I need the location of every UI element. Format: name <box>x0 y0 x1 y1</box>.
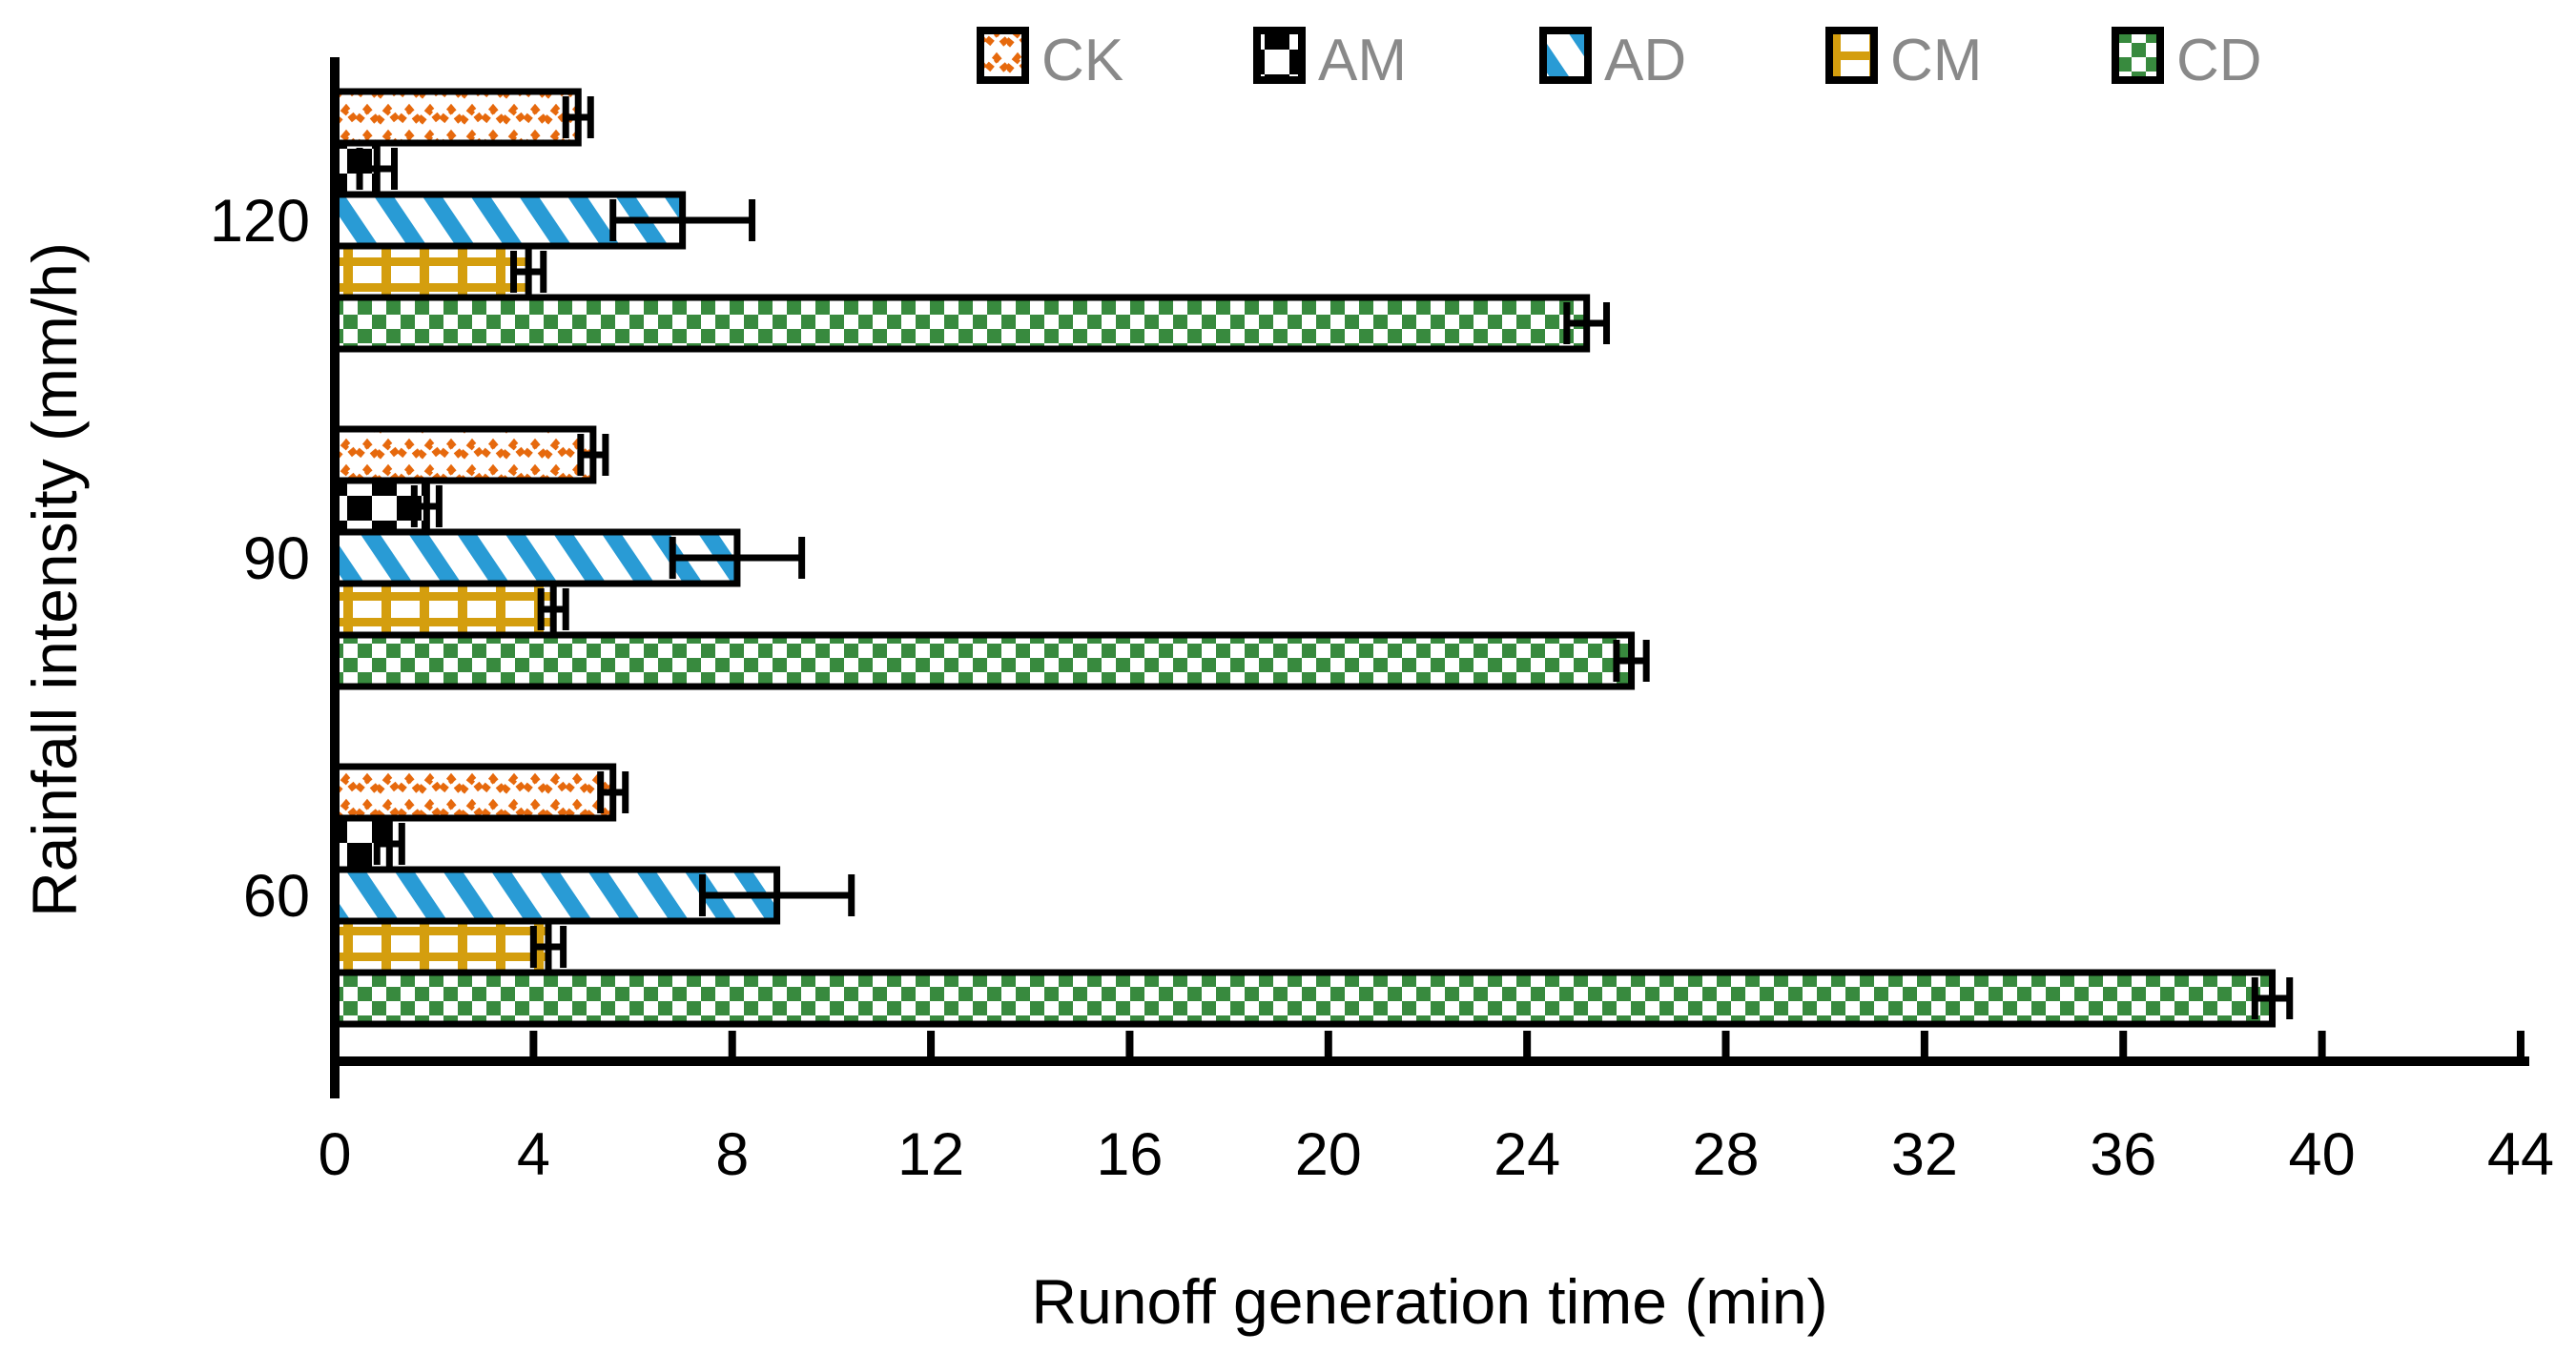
x-ticks-layer: 0 4 8 12 16 20 24 28 32 36 40 44 <box>318 1031 2554 1188</box>
legend-item-ad: AD <box>1539 27 1686 93</box>
errorbar-cm-90 <box>537 588 569 630</box>
y-category-label-60: 60 <box>243 863 310 930</box>
legend-item-am: AM <box>1253 27 1407 93</box>
errorbar-cd-120 <box>1563 302 1611 344</box>
errorbar-cd-60 <box>2251 977 2294 1019</box>
errorbar-ad-90 <box>669 537 806 579</box>
bar-ck-60 <box>331 763 617 822</box>
errorbar-ck-120 <box>562 96 594 138</box>
legend-swatch-ck <box>977 27 1029 84</box>
errorbar-am-90 <box>410 485 443 527</box>
errorbar-ad-120 <box>609 199 756 241</box>
legend-item-cm: CM <box>1825 27 1982 93</box>
legend: CK AM AD CM CD <box>977 27 2262 93</box>
x-tick-label-8: 8 <box>715 1121 749 1188</box>
legend-item-cd: CD <box>2112 27 2262 93</box>
errorbar-cm-120 <box>510 251 547 293</box>
errorbar-am-120 <box>356 148 399 190</box>
x-tick-label-44: 44 <box>2487 1121 2554 1188</box>
legend-swatch-am <box>1253 27 1306 84</box>
x-tick-label-32: 32 <box>1891 1121 1958 1188</box>
legend-label-cd: CD <box>2176 28 2262 93</box>
errorbar-am-60 <box>373 823 405 865</box>
bar-cm-60 <box>331 917 552 976</box>
y-category-labels-layer: 120 90 60 <box>210 188 310 930</box>
legend-swatch-ad <box>1539 27 1592 84</box>
bar-cd-90 <box>331 631 1636 690</box>
legend-label-ck: CK <box>1041 28 1123 93</box>
x-tick-label-28: 28 <box>1692 1121 1759 1188</box>
y-axis-title: Rainfall intensity (mm/h) <box>19 242 90 917</box>
errorbar-ad-60 <box>698 874 855 916</box>
legend-swatch-cd <box>2112 27 2164 84</box>
x-tick-label-16: 16 <box>1096 1121 1163 1188</box>
x-tick-label-40: 40 <box>2289 1121 2356 1188</box>
y-category-label-90: 90 <box>243 525 310 592</box>
bar-cm-90 <box>331 580 557 639</box>
legend-label-cm: CM <box>1890 28 1982 93</box>
axes-layer <box>330 57 2529 1098</box>
x-tick-label-20: 20 <box>1295 1121 1362 1188</box>
bar-ck-90 <box>331 425 597 484</box>
bar-cm-120 <box>331 242 532 301</box>
x-tick-label-24: 24 <box>1494 1121 1560 1188</box>
x-tick-label-12: 12 <box>897 1121 964 1188</box>
error-bars-layer <box>356 96 2294 1019</box>
legend-label-ad: AD <box>1604 28 1686 93</box>
y-category-label-120: 120 <box>210 188 310 255</box>
legend-swatch-cm <box>1825 27 1878 84</box>
x-tick-label-36: 36 <box>2090 1121 2156 1188</box>
bar-ck-120 <box>331 88 582 147</box>
errorbar-ck-90 <box>577 434 609 476</box>
legend-item-ck: CK <box>977 27 1123 93</box>
x-axis-title: Runoff generation time (min) <box>1031 1266 1827 1337</box>
x-tick-label-4: 4 <box>517 1121 550 1188</box>
errorbar-ck-60 <box>597 771 629 813</box>
bar-cd-120 <box>331 294 1591 353</box>
errorbar-cm-60 <box>529 926 567 968</box>
errorbar-cd-90 <box>1613 640 1650 682</box>
bar-cd-60 <box>331 969 2277 1028</box>
x-tick-label-0: 0 <box>318 1121 351 1188</box>
bars-layer <box>331 88 2277 1028</box>
legend-label-am: AM <box>1318 28 1407 93</box>
